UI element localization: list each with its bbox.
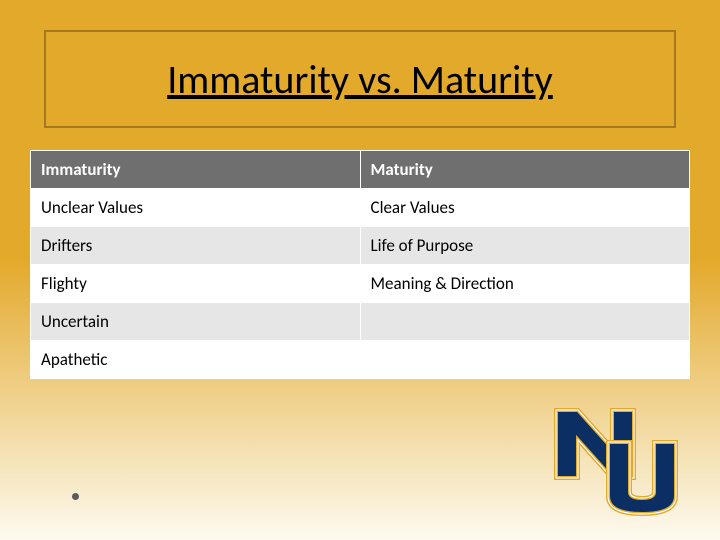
table-row: Unclear ValuesClear Values bbox=[31, 189, 690, 227]
table-cell: Apathetic bbox=[31, 341, 361, 379]
comparison-table-container: ImmaturityMaturity Unclear ValuesClear V… bbox=[30, 150, 690, 379]
table-cell bbox=[360, 341, 690, 379]
table-cell: Flighty bbox=[31, 265, 361, 303]
title-box: Immaturity vs. Maturity bbox=[44, 30, 676, 128]
slide: Immaturity vs. Maturity ImmaturityMaturi… bbox=[0, 0, 720, 540]
table-header-cell: Maturity bbox=[360, 151, 690, 189]
table-body: Unclear ValuesClear ValuesDriftersLife o… bbox=[31, 189, 690, 379]
table-cell: Drifters bbox=[31, 227, 361, 265]
table-cell: Clear Values bbox=[360, 189, 690, 227]
table-cell: Uncertain bbox=[31, 303, 361, 341]
table-row: DriftersLife of Purpose bbox=[31, 227, 690, 265]
table-cell bbox=[360, 303, 690, 341]
table-cell: Life of Purpose bbox=[360, 227, 690, 265]
table-cell: Meaning & Direction bbox=[360, 265, 690, 303]
nu-logo bbox=[550, 400, 698, 520]
table-row: Apathetic bbox=[31, 341, 690, 379]
table-row: FlightyMeaning & Direction bbox=[31, 265, 690, 303]
comparison-table: ImmaturityMaturity Unclear ValuesClear V… bbox=[30, 150, 690, 379]
table-header-row: ImmaturityMaturity bbox=[31, 151, 690, 189]
table-row: Uncertain bbox=[31, 303, 690, 341]
bullet-dot bbox=[72, 493, 79, 500]
slide-title: Immaturity vs. Maturity bbox=[167, 55, 553, 104]
table-header-cell: Immaturity bbox=[31, 151, 361, 189]
table-cell: Unclear Values bbox=[31, 189, 361, 227]
